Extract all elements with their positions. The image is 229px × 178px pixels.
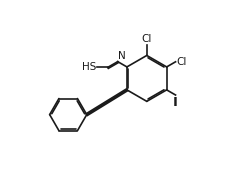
Text: Cl: Cl <box>141 34 151 44</box>
Text: N: N <box>118 51 126 61</box>
Text: Cl: Cl <box>176 57 186 67</box>
Text: I: I <box>172 96 177 109</box>
Text: HS: HS <box>81 62 96 72</box>
